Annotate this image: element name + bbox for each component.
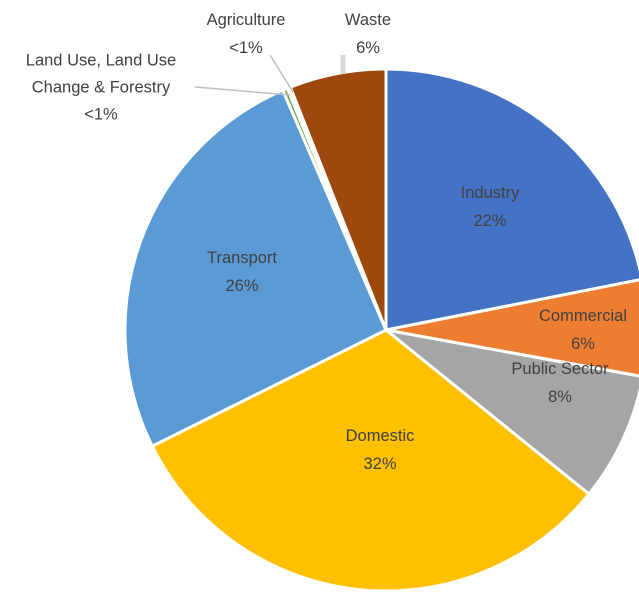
slice-value: 8%: [548, 388, 572, 406]
slice-name: Waste: [344, 11, 392, 29]
leader-line: [269, 54, 294, 93]
slice-name: Agriculture: [206, 11, 286, 29]
slice-label: Public Sector 8%: [511, 355, 608, 411]
slice-value: 26%: [225, 277, 259, 295]
slice-name: Industry: [460, 184, 520, 202]
slice-name: Public Sector: [511, 360, 609, 378]
slice-name: Commercial: [538, 307, 628, 325]
pie-slice: [384, 278, 639, 378]
slice-name: Transport: [207, 249, 277, 267]
slice-value: 6%: [571, 335, 595, 353]
slice-label: Industry 22%: [461, 179, 520, 235]
slice-name: Land Use, Land Use Change & Forestry: [25, 51, 177, 97]
slice-value: <1%: [229, 39, 263, 57]
slice-value: 6%: [356, 39, 380, 57]
slice-value: 32%: [363, 455, 397, 473]
slice-label: Agriculture <1%: [207, 6, 286, 62]
slice-label: Land Use, Land Use Change & Forestry <1%: [6, 48, 196, 129]
slice-name: Domestic: [345, 427, 415, 445]
slice-value: 22%: [473, 212, 507, 230]
slice-label: Domestic 32%: [346, 422, 415, 478]
pie-slice: [384, 67, 639, 332]
slice-label: Transport 26%: [207, 244, 277, 300]
slice-label: Waste 6%: [345, 6, 391, 62]
pie-slice: [384, 328, 639, 496]
leader-line: [194, 86, 291, 96]
slice-label: Commercial 6%: [539, 302, 627, 358]
pie-slice: [150, 328, 591, 592]
slice-value: <1%: [84, 105, 118, 124]
